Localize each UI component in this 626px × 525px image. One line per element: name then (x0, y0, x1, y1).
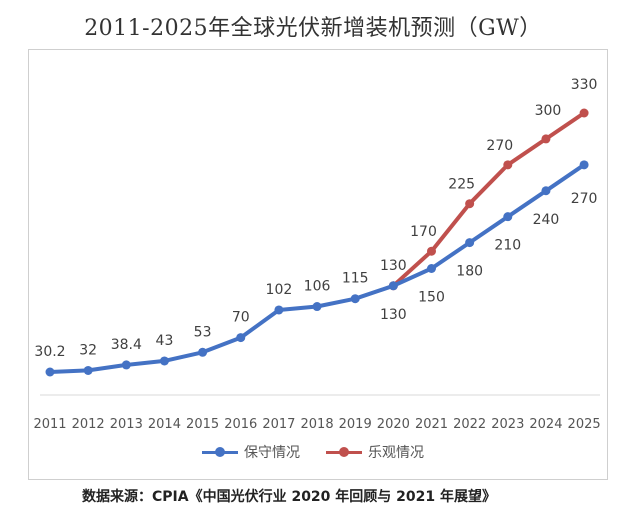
data-point-conservative (503, 212, 513, 222)
legend-label-conservative: 保守情况 (244, 445, 300, 461)
x-tick-label: 2011 (33, 417, 66, 432)
data-point-optimistic (579, 108, 589, 118)
x-tick-label: 2022 (453, 417, 486, 432)
data-label-conservative: 150 (418, 290, 445, 306)
data-label-optimistic: 270 (486, 138, 513, 154)
chart-frame (28, 49, 608, 480)
data-point-conservative (121, 360, 131, 370)
chart-legend: 保守情况 乐观情况 (0, 442, 626, 462)
data-label-conservative: 240 (533, 212, 560, 228)
data-point-conservative (159, 356, 169, 366)
x-tick-label: 2012 (72, 417, 105, 432)
data-label-conservative: 115 (342, 271, 369, 287)
legend-item-optimistic: 乐观情况 (326, 442, 424, 462)
data-point-conservative (388, 281, 398, 291)
x-tick-label: 2020 (377, 417, 410, 432)
data-point-optimistic (503, 160, 513, 170)
data-point-conservative (541, 186, 551, 196)
data-label-conservative: 43 (156, 333, 174, 349)
data-label-conservative: 270 (571, 191, 598, 207)
legend-swatch-optimistic (326, 446, 362, 457)
data-point-conservative (465, 238, 475, 248)
data-point-conservative (83, 365, 93, 375)
data-label-optimistic: 225 (448, 177, 475, 193)
data-label-conservative: 180 (456, 264, 483, 280)
x-tick-label: 2025 (568, 417, 601, 432)
data-label-conservative: 53 (194, 324, 212, 340)
x-tick-label: 2016 (224, 417, 257, 432)
x-tick-label: 2018 (301, 417, 334, 432)
data-point-conservative (198, 347, 208, 357)
x-tick-label: 2024 (529, 417, 562, 432)
data-label-conservative: 102 (266, 282, 293, 298)
data-point-conservative (579, 160, 589, 170)
x-tick-label: 2014 (148, 417, 181, 432)
data-label-optimistic: 330 (571, 77, 598, 93)
data-point-conservative (350, 294, 360, 304)
data-label-optimistic: 170 (410, 224, 437, 240)
data-label-conservative-2020-below: 130 (380, 307, 407, 323)
data-point-optimistic (541, 134, 551, 144)
x-tick-label: 2023 (491, 417, 524, 432)
data-label-conservative: 38.4 (111, 337, 142, 353)
data-label-conservative: 70 (232, 310, 250, 326)
data-point-optimistic (465, 199, 475, 209)
data-label-conservative: 130 (380, 258, 407, 274)
data-label-conservative: 30.2 (34, 344, 65, 360)
legend-label-optimistic: 乐观情况 (368, 445, 424, 461)
chart-title: 2011-2025年全球光伏新增装机预测（GW） (84, 16, 542, 41)
x-tick-label: 2021 (415, 417, 448, 432)
legend-swatch-conservative (202, 446, 238, 457)
series-line-optimistic (391, 111, 587, 288)
data-label-conservative: 106 (304, 279, 331, 295)
data-point-conservative (45, 367, 55, 377)
data-label-conservative: 210 (494, 238, 521, 254)
data-point-optimistic (427, 246, 436, 256)
source-note: 数据来源：CPIA《中国光伏行业 2020 年回顾与 2021 年展望》 (82, 489, 497, 505)
data-point-conservative (236, 333, 246, 343)
data-point-conservative (427, 264, 436, 274)
data-point-conservative (312, 302, 322, 312)
x-tick-label: 2013 (110, 417, 143, 432)
x-tick-label: 2015 (186, 417, 219, 432)
data-point-conservative (274, 305, 284, 315)
line-chart: 2011 2012 2013 2014 2015 2016 2017 2018 2019 2020… (33, 77, 601, 432)
data-label-conservative: 32 (79, 342, 97, 358)
x-tick-label: 2017 (262, 417, 295, 432)
legend-item-conservative: 保守情况 (202, 442, 300, 462)
data-label-optimistic: 300 (535, 103, 562, 119)
x-tick-label: 2019 (339, 417, 372, 432)
